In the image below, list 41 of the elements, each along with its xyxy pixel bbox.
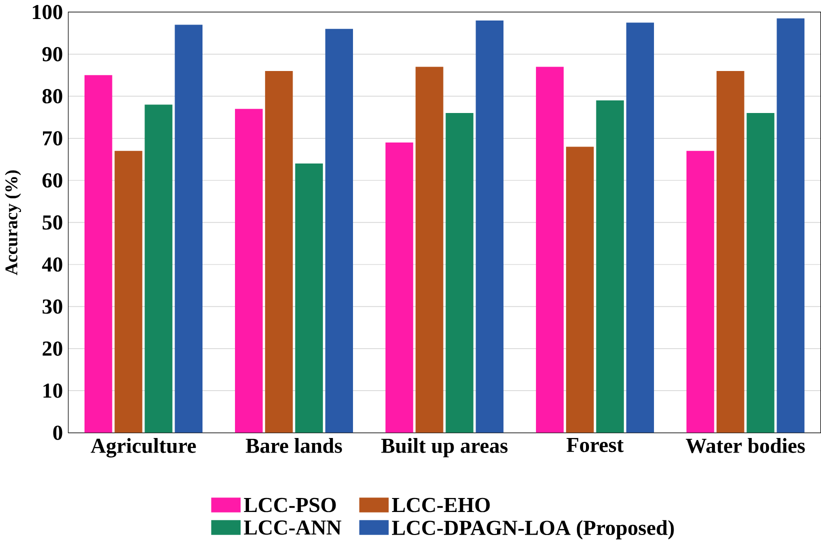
bar xyxy=(114,150,142,433)
y-tick-label: 100 xyxy=(32,4,62,20)
x-tick-label: Bare lands xyxy=(246,438,342,453)
bar xyxy=(265,71,293,433)
legend-label: LCC-EHO xyxy=(392,498,490,512)
legend-label: LCC-DPAGN-LOA (Proposed) xyxy=(392,520,674,540)
y-tick-label: 20 xyxy=(42,342,62,356)
bar xyxy=(686,150,714,433)
y-tick-label: 50 xyxy=(42,215,62,230)
bar xyxy=(416,66,444,433)
y-tick-label: 0 xyxy=(53,426,62,440)
bar xyxy=(716,71,744,433)
bar xyxy=(626,22,654,433)
bar xyxy=(536,66,564,433)
y-tick-label: 30 xyxy=(42,299,62,314)
legend-label: LCC-PSO xyxy=(244,498,336,512)
x-tick-label: Built up areas xyxy=(381,438,508,458)
y-tick-label: 80 xyxy=(42,89,62,104)
bar xyxy=(446,113,474,433)
bar xyxy=(144,104,172,433)
x-tick-label: Water bodies xyxy=(686,438,805,454)
bar xyxy=(174,24,203,433)
bar xyxy=(566,146,594,433)
y-tick-label: 90 xyxy=(42,47,62,62)
bar xyxy=(84,75,112,433)
bar xyxy=(325,28,353,433)
y-tick-label: 40 xyxy=(42,257,62,272)
bar xyxy=(776,18,804,433)
legend-label: LCC-ANN xyxy=(244,520,342,535)
y-axis-title: Accuracy (%) xyxy=(4,170,22,276)
bar xyxy=(385,142,414,433)
bar xyxy=(234,108,263,433)
y-tick-label: 60 xyxy=(42,173,62,188)
x-tick-label: Forest xyxy=(566,438,624,452)
bar xyxy=(596,100,624,433)
y-tick-label: 70 xyxy=(42,131,62,146)
bar xyxy=(746,113,774,433)
bar xyxy=(476,20,504,433)
y-tick-label: 10 xyxy=(44,384,62,398)
x-tick-label: Agriculture xyxy=(90,438,196,458)
bar xyxy=(295,164,323,433)
